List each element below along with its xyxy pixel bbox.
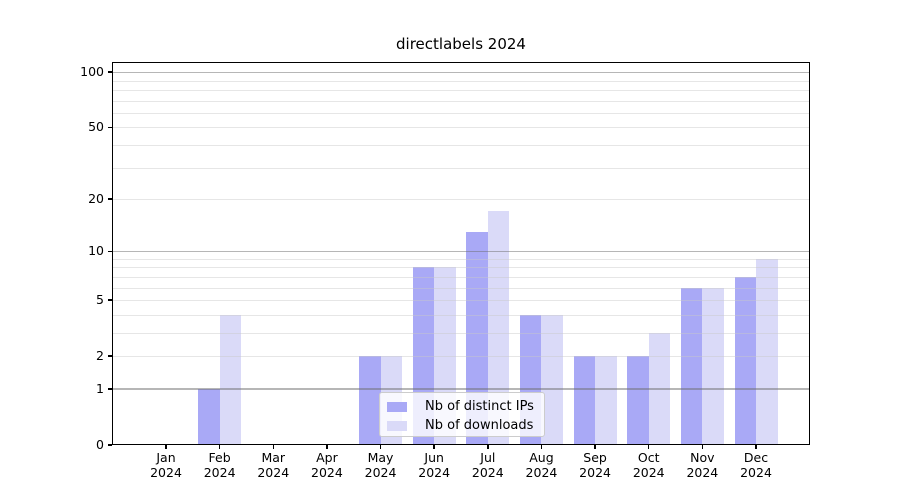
x-tick-label: Aug 2024 <box>525 450 558 480</box>
x-tick <box>165 445 167 449</box>
y-tick-label: 50 <box>88 119 104 135</box>
y-tick-label: 0 <box>96 437 104 452</box>
x-tick <box>594 445 596 449</box>
x-tick-label: Sep 2024 <box>579 450 611 480</box>
y-tick-label: 20 <box>88 191 104 207</box>
legend-label-distinct-ips: Nb of distinct IPs <box>425 399 534 414</box>
legend-item-downloads: Nb of downloads <box>380 416 544 435</box>
x-tick-label: Nov 2024 <box>686 450 719 480</box>
y-tick-label: 5 <box>96 292 104 308</box>
x-tick-label: Oct 2024 <box>632 450 665 480</box>
chart-title: directlabels 2024 <box>396 35 526 53</box>
legend-swatch-downloads <box>387 420 407 431</box>
x-tick <box>540 445 543 449</box>
x-tick-label: Dec 2024 <box>740 450 772 480</box>
x-tick <box>701 445 704 449</box>
y-tick-label: 10 <box>88 243 104 259</box>
x-tick-label: Feb 2024 <box>203 450 236 480</box>
y-tick-label: 2 <box>96 348 104 364</box>
plot-border <box>112 62 810 445</box>
x-tick <box>326 445 328 449</box>
legend-item-distinct-ips: Nb of distinct IPs <box>380 397 544 416</box>
x-tick-label: Mar 2024 <box>257 450 290 480</box>
legend: Nb of distinct IPs Nb of downloads <box>379 392 545 437</box>
x-tick <box>272 445 275 449</box>
x-tick-label: May 2024 <box>364 450 397 480</box>
legend-label-downloads: Nb of downloads <box>425 418 534 433</box>
legend-swatch-distinct-ips <box>387 401 407 412</box>
y-tick-label: 1 <box>96 380 104 396</box>
x-tick <box>218 445 221 449</box>
x-tick-label: Jul 2024 <box>471 450 504 480</box>
x-tick <box>433 445 435 449</box>
x-tick <box>487 445 489 449</box>
x-tick-label: Jun 2024 <box>418 450 451 480</box>
x-tick <box>755 445 757 449</box>
x-tick-label: Apr 2024 <box>311 450 343 480</box>
x-tick-label: Jan 2024 <box>150 450 182 480</box>
y-tick-label: 100 <box>80 64 104 80</box>
x-tick <box>379 445 382 449</box>
x-tick <box>647 445 650 449</box>
